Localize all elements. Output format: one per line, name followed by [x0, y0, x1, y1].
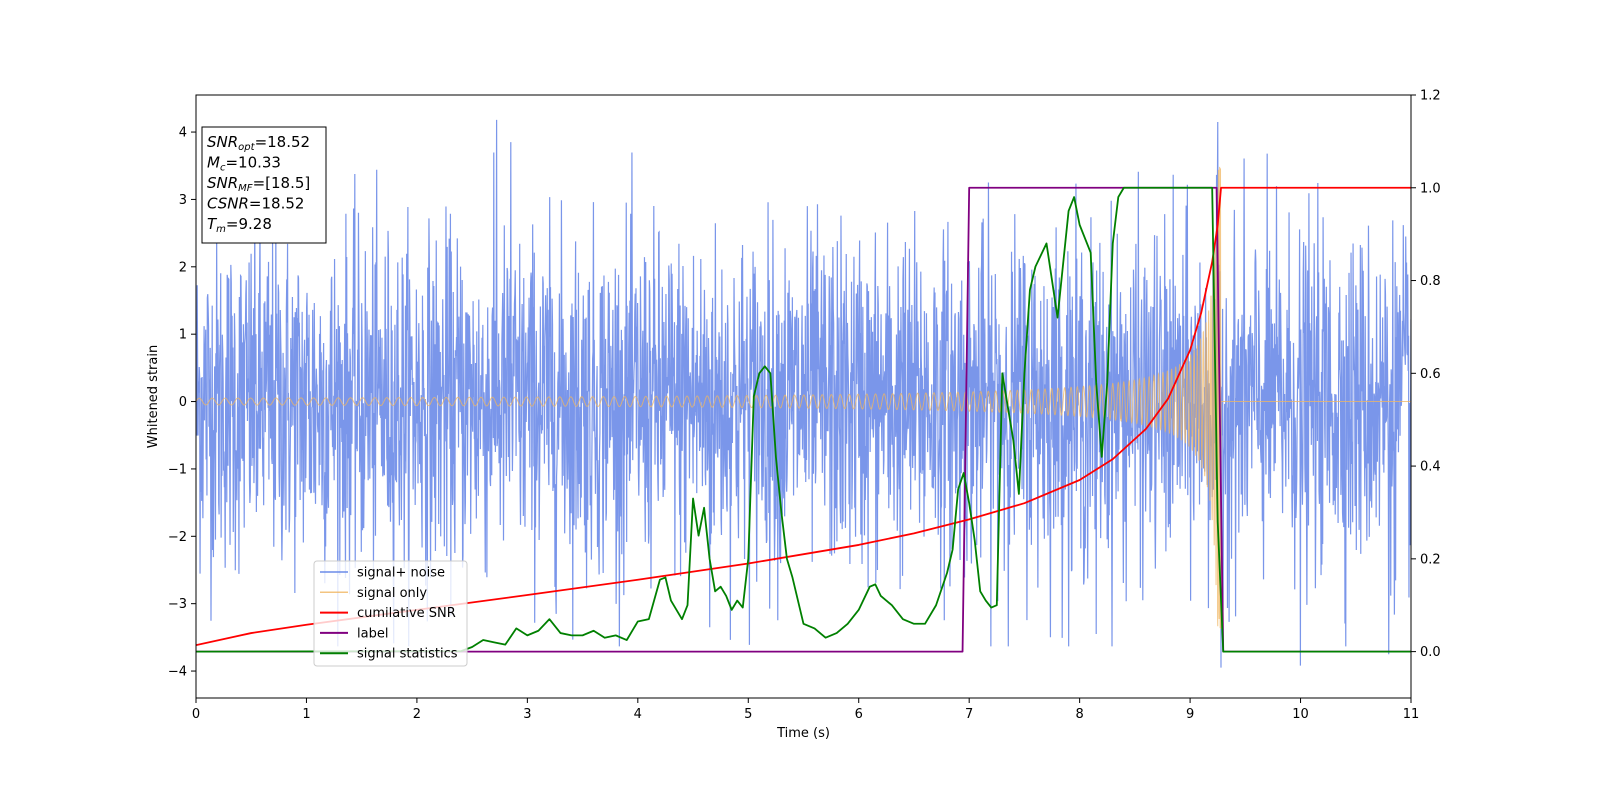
- x-tick-label: 4: [634, 707, 642, 722]
- info-box-frame: [201, 126, 327, 244]
- legend-entry: signal statistics: [357, 647, 458, 662]
- plot-frame: [195, 94, 1412, 699]
- y-tick-label: 2: [179, 260, 187, 275]
- y2-tick-label: 1.2: [1420, 89, 1441, 104]
- y-axis-left: −4 −3 −2 −1 0 1 2 3 4: [168, 126, 196, 680]
- x-tick-label: 2: [413, 707, 421, 722]
- x-tick-label: 9: [1186, 707, 1194, 722]
- x-tick-label: 8: [1075, 707, 1083, 722]
- legend-entry: label: [357, 626, 388, 641]
- y2-tick-label: 0.0: [1420, 645, 1441, 660]
- series-signal-statistics-line: [196, 186, 1411, 653]
- info-box: SNRopt=18.52Mc=10.33SNRMF=[18.5]CSNR=18.…: [201, 126, 327, 244]
- x-tick-label: 3: [523, 707, 531, 722]
- legend-entry: signal+ noise: [357, 566, 445, 581]
- y-tick-label: 4: [179, 126, 187, 141]
- series-signal-noise-line: [196, 119, 1411, 668]
- y2-tick-label: 0.8: [1420, 274, 1441, 289]
- info-box-line: SNRMF=[18.5]: [207, 174, 310, 194]
- y-tick-label: 0: [179, 395, 187, 410]
- x-tick-label: 0: [192, 707, 200, 722]
- x-tick-label: 7: [965, 707, 973, 722]
- x-tick-label: 10: [1292, 707, 1309, 722]
- x-axis-label: Time (s): [776, 726, 830, 741]
- y-tick-label: 3: [179, 193, 187, 208]
- info-box-line: Mc=10.33: [207, 154, 281, 174]
- info-box-line: CSNR=18.52: [207, 195, 304, 213]
- series-signal-only-line: [196, 166, 1411, 629]
- info-box-line: Tm=9.28: [207, 215, 272, 235]
- y2-tick-label: 0.2: [1420, 552, 1441, 567]
- y2-tick-label: 0.6: [1420, 367, 1441, 382]
- legend-entry: signal only: [357, 586, 427, 601]
- y-axis-label: Whitened strain: [146, 345, 161, 448]
- x-axis: 0 1 2 3 4 5 6 7 8 9 10 11: [192, 698, 1419, 722]
- y-tick-label: −1: [168, 462, 187, 477]
- legend-entry: cumilative SNR: [357, 606, 456, 621]
- legend-frame: [313, 560, 468, 667]
- legend: signal+ noise signal only cumilative SNR la…: [313, 560, 468, 667]
- y2-tick-label: 0.4: [1420, 460, 1441, 475]
- x-tick-label: 5: [744, 707, 752, 722]
- y2-tick-label: 1.0: [1420, 181, 1441, 196]
- y-tick-label: −3: [168, 597, 187, 612]
- y-axis-right: 0.0 0.2 0.4 0.6 0.8 1.0 1.2: [1411, 89, 1441, 660]
- x-tick-label: 1: [302, 707, 310, 722]
- info-box-line: SNRopt=18.52: [207, 133, 310, 153]
- y-tick-label: 1: [179, 328, 187, 343]
- y-tick-label: −4: [168, 665, 187, 680]
- x-tick-label: 6: [855, 707, 863, 722]
- y-tick-label: −2: [168, 530, 187, 545]
- x-tick-label: 11: [1403, 707, 1420, 722]
